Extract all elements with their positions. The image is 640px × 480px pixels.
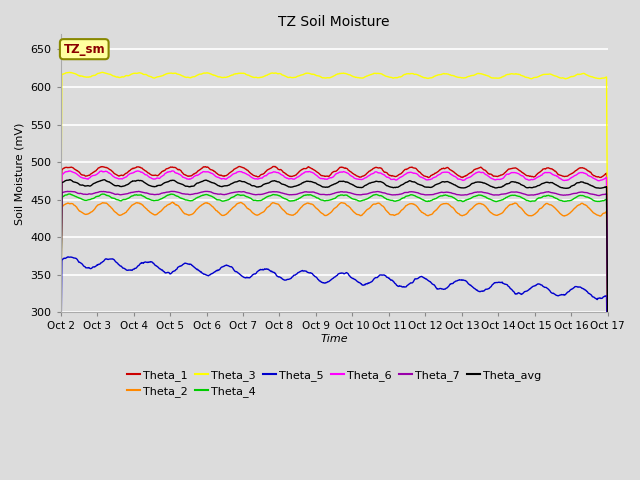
Title: TZ Soil Moisture: TZ Soil Moisture	[278, 15, 390, 29]
Theta_7	[284, 192, 292, 197]
Line: Theta_avg: Theta_avg	[61, 180, 608, 327]
Theta_5	[284, 276, 292, 282]
Theta_5	[577, 285, 585, 290]
Theta_6	[586, 173, 593, 179]
Theta_3	[604, 258, 612, 264]
Theta_4	[84, 197, 92, 203]
Theta_3	[586, 73, 593, 79]
Theta_3	[99, 70, 106, 75]
Theta_avg	[57, 322, 65, 327]
Theta_6	[169, 168, 177, 174]
Theta_7	[604, 328, 612, 334]
Theta_1	[586, 169, 593, 175]
Theta_1	[380, 168, 387, 174]
Theta_7	[380, 190, 387, 196]
Theta_1	[57, 314, 65, 320]
Theta_5	[64, 254, 72, 260]
Theta_5	[380, 272, 387, 278]
Theta_7	[577, 189, 585, 195]
Line: Theta_7: Theta_7	[61, 192, 608, 331]
Theta_7	[84, 192, 92, 197]
Theta_3	[577, 72, 585, 77]
Line: Theta_1: Theta_1	[61, 167, 608, 319]
Theta_avg	[66, 177, 74, 182]
Theta_6	[577, 170, 585, 176]
Theta_2	[158, 207, 166, 213]
Line: Theta_3: Theta_3	[61, 72, 608, 261]
Theta_6	[83, 176, 91, 182]
Theta_6	[158, 173, 166, 179]
Line: Theta_5: Theta_5	[61, 257, 608, 392]
Theta_3	[83, 74, 91, 80]
Theta_3	[284, 74, 292, 80]
Theta_5	[586, 291, 593, 297]
Theta_6	[380, 172, 387, 178]
Theta_7	[64, 189, 72, 194]
Theta_avg	[284, 184, 292, 190]
Theta_4	[284, 197, 292, 203]
Theta_2	[380, 204, 387, 210]
Theta_4	[577, 192, 585, 198]
Theta_4	[159, 195, 166, 201]
Theta_1	[284, 172, 292, 178]
Theta_1	[604, 316, 612, 322]
Theta_2	[169, 199, 177, 205]
Theta_avg	[84, 183, 92, 189]
Theta_1	[158, 168, 166, 174]
Theta_5	[57, 369, 65, 374]
Theta_4	[380, 194, 387, 200]
Theta_7	[159, 190, 166, 196]
Theta_2	[604, 339, 612, 345]
Theta_5	[84, 265, 92, 271]
Theta_avg	[159, 181, 166, 187]
Theta_avg	[604, 324, 612, 330]
Theta_4	[65, 191, 73, 197]
Theta_5	[604, 389, 612, 395]
Theta_1	[577, 165, 585, 171]
Theta_6	[604, 318, 612, 324]
Theta_5	[159, 268, 166, 274]
Theta_7	[57, 328, 65, 334]
Theta_4	[604, 332, 612, 337]
Text: TZ_sm: TZ_sm	[63, 43, 105, 56]
Theta_6	[57, 317, 65, 323]
Y-axis label: Soil Moisture (mV): Soil Moisture (mV)	[15, 122, 25, 225]
Theta_3	[380, 72, 387, 78]
Line: Theta_4: Theta_4	[61, 194, 608, 335]
Theta_avg	[577, 179, 585, 185]
Line: Theta_2: Theta_2	[61, 202, 608, 342]
Legend: Theta_1, Theta_2, Theta_3, Theta_4, Theta_5, Theta_6, Theta_7, Theta_avg: Theta_1, Theta_2, Theta_3, Theta_4, Thet…	[122, 365, 546, 401]
Theta_1	[270, 164, 278, 169]
Theta_2	[284, 211, 292, 217]
Theta_4	[57, 331, 65, 337]
Theta_4	[586, 195, 593, 201]
Theta_2	[57, 337, 65, 343]
Theta_avg	[380, 180, 387, 186]
Theta_2	[83, 211, 91, 217]
Theta_2	[586, 205, 593, 211]
X-axis label: Time: Time	[321, 334, 348, 344]
Theta_avg	[586, 182, 593, 188]
Theta_1	[83, 173, 91, 179]
Theta_2	[577, 201, 585, 207]
Line: Theta_6: Theta_6	[61, 171, 608, 321]
Theta_7	[586, 191, 593, 196]
Theta_3	[57, 257, 65, 263]
Theta_3	[159, 73, 166, 79]
Theta_6	[284, 176, 292, 181]
